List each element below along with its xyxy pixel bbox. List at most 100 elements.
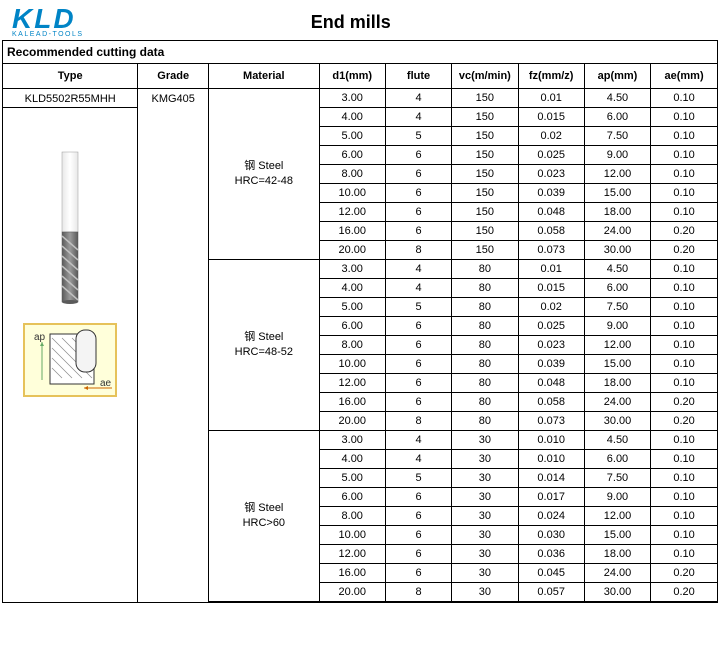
data-cell: 0.10 xyxy=(651,184,717,203)
data-cell: 30.00 xyxy=(584,583,650,602)
column-header: Type xyxy=(3,64,138,89)
data-cell: 80 xyxy=(452,298,518,317)
data-cell: 0.10 xyxy=(651,374,717,393)
type-code-cell: KLD5502R55MHH xyxy=(3,89,138,108)
data-cell: 0.10 xyxy=(651,450,717,469)
data-cell: 4.50 xyxy=(584,431,650,450)
data-cell: 0.057 xyxy=(518,583,584,602)
dimension-diagram-icon: ap ae xyxy=(20,320,120,400)
data-cell: 80 xyxy=(452,355,518,374)
data-cell: 0.048 xyxy=(518,374,584,393)
data-cell: 15.00 xyxy=(584,355,650,374)
data-cell: 12.00 xyxy=(319,203,385,222)
material-cell: 钢 SteelHRC=48-52 xyxy=(209,260,320,431)
data-cell: 0.10 xyxy=(651,488,717,507)
data-cell: 20.00 xyxy=(319,583,385,602)
data-cell: 80 xyxy=(452,412,518,431)
data-cell: 3.00 xyxy=(319,431,385,450)
column-header: fz(mm/z) xyxy=(518,64,584,89)
data-cell: 80 xyxy=(452,374,518,393)
data-cell: 20.00 xyxy=(319,412,385,431)
data-cell: 150 xyxy=(452,241,518,260)
data-cell: 150 xyxy=(452,89,518,108)
data-cell: 0.10 xyxy=(651,298,717,317)
data-cell: 16.00 xyxy=(319,564,385,583)
data-cell: 6 xyxy=(385,488,451,507)
data-cell: 4.00 xyxy=(319,108,385,127)
data-cell: 4 xyxy=(385,89,451,108)
data-cell: 0.01 xyxy=(518,89,584,108)
table-header-row: TypeGradeMateriald1(mm)flutevc(m/min)fz(… xyxy=(3,64,717,89)
data-cell: 0.014 xyxy=(518,469,584,488)
data-cell: 0.10 xyxy=(651,355,717,374)
data-cell: 16.00 xyxy=(319,222,385,241)
data-cell: 80 xyxy=(452,279,518,298)
data-cell: 0.10 xyxy=(651,545,717,564)
data-cell: 10.00 xyxy=(319,355,385,374)
data-cell: 0.025 xyxy=(518,317,584,336)
data-cell: 6 xyxy=(385,222,451,241)
data-cell: 6 xyxy=(385,526,451,545)
data-cell: 5.00 xyxy=(319,127,385,146)
data-cell: 6 xyxy=(385,146,451,165)
data-cell: 4 xyxy=(385,431,451,450)
data-cell: 0.20 xyxy=(651,583,717,602)
data-cell: 0.20 xyxy=(651,393,717,412)
data-cell: 80 xyxy=(452,393,518,412)
data-cell: 0.02 xyxy=(518,127,584,146)
material-cell: 钢 SteelHRC=42-48 xyxy=(209,89,320,260)
data-cell: 0.073 xyxy=(518,241,584,260)
data-cell: 30 xyxy=(452,564,518,583)
data-cell: 6.00 xyxy=(319,488,385,507)
data-cell: 3.00 xyxy=(319,260,385,279)
table-row: KLD5502R55MHHKMG405钢 SteelHRC=42-483.004… xyxy=(3,89,717,108)
header: KLD KALEAD-TOOLS End mills xyxy=(0,0,720,40)
data-cell: 4.50 xyxy=(584,89,650,108)
data-cell: 0.10 xyxy=(651,146,717,165)
data-cell: 0.023 xyxy=(518,165,584,184)
endmill-icon xyxy=(50,150,90,310)
data-cell: 80 xyxy=(452,336,518,355)
table-body: KLD5502R55MHHKMG405钢 SteelHRC=42-483.004… xyxy=(3,89,717,602)
data-cell: 0.015 xyxy=(518,108,584,127)
data-cell: 12.00 xyxy=(584,165,650,184)
data-cell: 6 xyxy=(385,374,451,393)
data-cell: 0.10 xyxy=(651,127,717,146)
data-cell: 0.039 xyxy=(518,184,584,203)
data-cell: 6 xyxy=(385,336,451,355)
data-cell: 12.00 xyxy=(584,336,650,355)
data-cell: 0.010 xyxy=(518,431,584,450)
data-cell: 0.10 xyxy=(651,526,717,545)
section-title: Recommended cutting data xyxy=(3,41,717,64)
data-cell: 12.00 xyxy=(319,374,385,393)
data-cell: 6 xyxy=(385,393,451,412)
data-cell: 4 xyxy=(385,279,451,298)
data-cell: 0.10 xyxy=(651,165,717,184)
data-cell: 6.00 xyxy=(584,108,650,127)
data-cell: 6.00 xyxy=(319,317,385,336)
data-cell: 12.00 xyxy=(584,507,650,526)
data-cell: 0.023 xyxy=(518,336,584,355)
data-cell: 0.20 xyxy=(651,222,717,241)
data-cell: 30 xyxy=(452,507,518,526)
data-cell: 150 xyxy=(452,146,518,165)
data-cell: 0.058 xyxy=(518,393,584,412)
data-cell: 6.00 xyxy=(319,146,385,165)
column-header: ae(mm) xyxy=(651,64,717,89)
data-cell: 30.00 xyxy=(584,412,650,431)
data-cell: 30 xyxy=(452,526,518,545)
grade-cell: KMG405 xyxy=(138,89,209,602)
data-cell: 30.00 xyxy=(584,241,650,260)
data-cell: 5.00 xyxy=(319,469,385,488)
column-header: ap(mm) xyxy=(584,64,650,89)
data-cell: 0.048 xyxy=(518,203,584,222)
data-cell: 8 xyxy=(385,583,451,602)
data-cell: 5.00 xyxy=(319,298,385,317)
data-cell: 6 xyxy=(385,184,451,203)
data-cell: 6 xyxy=(385,165,451,184)
data-cell: 4 xyxy=(385,450,451,469)
data-cell: 0.01 xyxy=(518,260,584,279)
data-cell: 30 xyxy=(452,431,518,450)
data-cell: 4 xyxy=(385,260,451,279)
data-cell: 0.20 xyxy=(651,412,717,431)
